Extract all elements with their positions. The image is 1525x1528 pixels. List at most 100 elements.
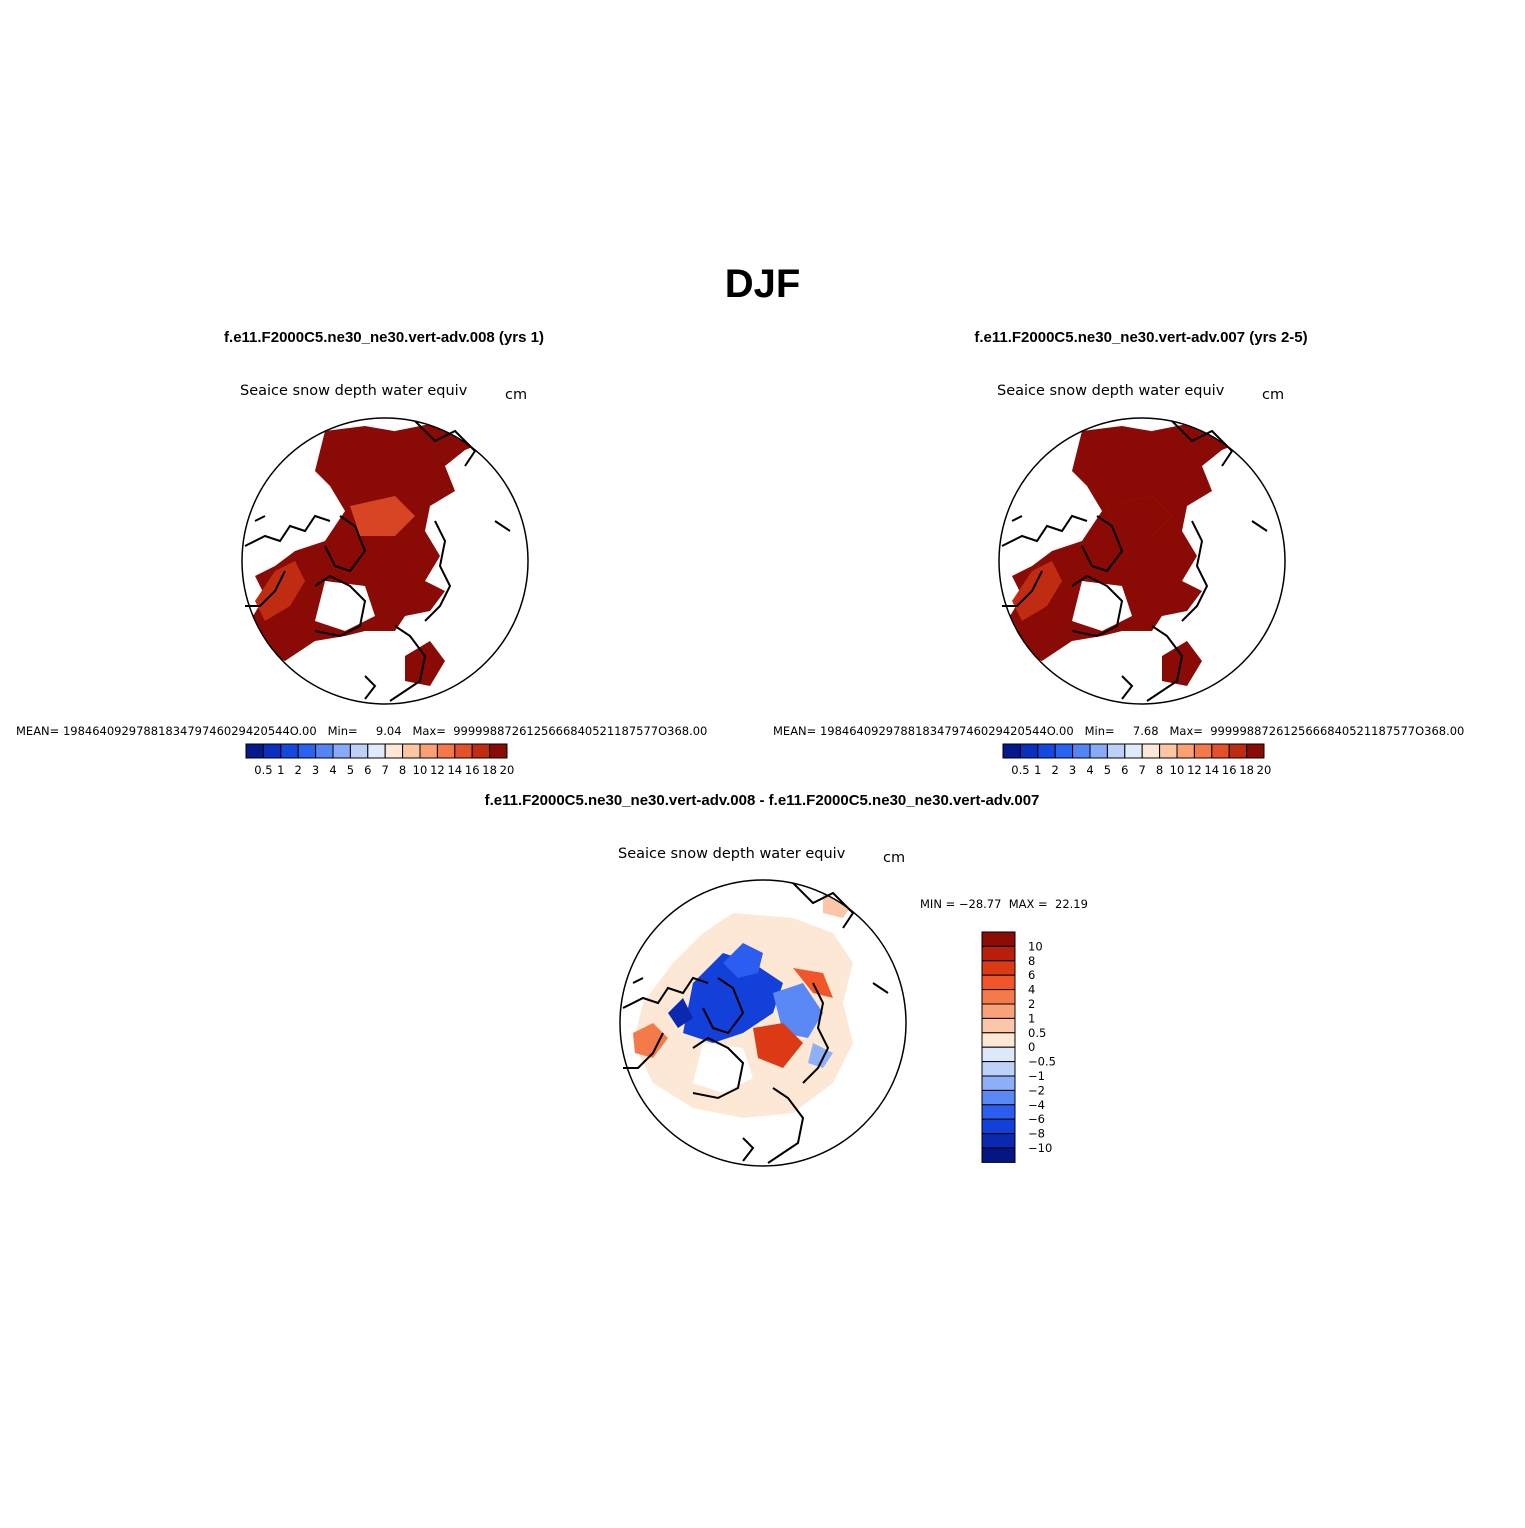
colorbar-tick-label: 16 bbox=[1222, 763, 1237, 777]
colorbar-swatch bbox=[436, 743, 456, 759]
colorbar-swatch bbox=[1002, 743, 1021, 759]
colorbar-swatch bbox=[981, 1046, 1016, 1063]
panel-3-polar-map bbox=[619, 879, 907, 1167]
colorbar-tick-label: 20 bbox=[1257, 763, 1272, 777]
colorbar-swatch bbox=[981, 1061, 1016, 1077]
colorbar-swatch bbox=[1054, 743, 1074, 759]
colorbar-tick-label: 3 bbox=[1069, 763, 1076, 777]
colorbar-tick-label: −4 bbox=[1028, 1098, 1045, 1112]
colorbar-swatch bbox=[981, 1147, 1016, 1163]
colorbar-swatch bbox=[1089, 743, 1108, 759]
colorbar-swatch bbox=[981, 1075, 1016, 1091]
colorbar-tick-label: 0.5 bbox=[254, 763, 272, 777]
colorbar-swatch bbox=[489, 743, 508, 759]
colorbar-tick-label: 1 bbox=[1034, 763, 1041, 777]
colorbar-tick-label: 3 bbox=[312, 763, 319, 777]
colorbar-tick-label: 6 bbox=[1028, 968, 1035, 982]
colorbar-swatch bbox=[262, 743, 282, 759]
colorbar-tick-label: 1 bbox=[277, 763, 284, 777]
colorbar-swatch bbox=[981, 1032, 1016, 1048]
colorbar-swatch bbox=[981, 1133, 1016, 1149]
colorbar-swatch bbox=[981, 960, 1016, 976]
colorbar-swatch bbox=[1159, 743, 1178, 759]
colorbar-tick-label: 2 bbox=[295, 763, 302, 777]
panel-3-variable-title: Seaice snow depth water equiv bbox=[618, 846, 846, 862]
panel-2-units: cm bbox=[1262, 387, 1285, 403]
panel-2-case-title: f.e11.F2000C5.ne30_ne30.vert-adv.007 (yr… bbox=[974, 329, 1308, 346]
colorbar-swatch bbox=[1193, 743, 1213, 759]
colorbar-swatch bbox=[1072, 743, 1091, 759]
colorbar-tick-label: 1 bbox=[1028, 1011, 1035, 1025]
panel-1-colorbar: 0.5 1 2 3 4 5 6 7 8 10 12 14 16 18 20 bbox=[245, 743, 515, 777]
colorbar-tick-label: −0.5 bbox=[1028, 1055, 1056, 1069]
colorbar-tick-label: 8 bbox=[399, 763, 406, 777]
colorbar-swatch bbox=[981, 945, 1016, 962]
colorbar-tick-label: 0.5 bbox=[1028, 1026, 1046, 1040]
colorbar-tick-label: 4 bbox=[1028, 983, 1035, 997]
main-title: DJF bbox=[724, 262, 801, 306]
colorbar-swatch bbox=[981, 1104, 1016, 1120]
colorbar-tick-label: 8 bbox=[1156, 763, 1163, 777]
colorbar-swatch bbox=[1019, 743, 1039, 759]
colorbar-swatch bbox=[419, 743, 438, 759]
colorbar-tick-label: 0.5 bbox=[1011, 763, 1029, 777]
colorbar-tick-label: 6 bbox=[364, 763, 371, 777]
colorbar-swatch bbox=[315, 743, 334, 759]
colorbar-swatch bbox=[384, 743, 404, 759]
colorbar-swatch bbox=[981, 1118, 1016, 1135]
colorbar-swatch bbox=[1037, 743, 1056, 759]
panel-3-stats: MIN = −28.77 MAX = 22.19 bbox=[920, 897, 1088, 911]
colorbar-tick-label: 4 bbox=[1086, 763, 1093, 777]
colorbar-swatch bbox=[981, 974, 1016, 991]
colorbar-tick-label: 6 bbox=[1121, 763, 1128, 777]
colorbar-swatch bbox=[402, 743, 421, 759]
colorbar-swatch bbox=[981, 1089, 1016, 1106]
panel-1-map-boundary bbox=[241, 417, 529, 705]
colorbar-swatch bbox=[981, 989, 1016, 1005]
colorbar-tick-label: 5 bbox=[347, 763, 354, 777]
colorbar-swatch bbox=[1141, 743, 1161, 759]
colorbar-swatch bbox=[280, 743, 299, 759]
panel-3-map-boundary bbox=[619, 879, 907, 1167]
colorbar-swatch bbox=[981, 1017, 1016, 1034]
colorbar-tick-label: 20 bbox=[500, 763, 515, 777]
colorbar-tick-label: 0 bbox=[1028, 1040, 1035, 1054]
colorbar-swatch bbox=[1246, 743, 1265, 759]
colorbar-tick-label: 14 bbox=[1204, 763, 1219, 777]
colorbar-tick-label: −8 bbox=[1028, 1127, 1045, 1141]
colorbar-tick-label: −1 bbox=[1028, 1069, 1045, 1083]
colorbar-tick-label: −10 bbox=[1028, 1141, 1052, 1155]
colorbar-swatch bbox=[1176, 743, 1195, 759]
panel-1-polar-map bbox=[241, 417, 529, 705]
colorbar-tick-label: 7 bbox=[382, 763, 389, 777]
colorbar-swatch bbox=[1228, 743, 1248, 759]
colorbar-tick-label: 10 bbox=[1170, 763, 1185, 777]
panel-1-case-title: f.e11.F2000C5.ne30_ne30.vert-adv.008 (yr… bbox=[224, 329, 544, 346]
colorbar-swatch bbox=[471, 743, 491, 759]
colorbar-swatch bbox=[297, 743, 317, 759]
colorbar-tick-label: 10 bbox=[1028, 939, 1043, 953]
panel-2-map-boundary bbox=[998, 417, 1286, 705]
colorbar-swatch bbox=[981, 931, 1016, 947]
colorbar-swatch bbox=[367, 743, 386, 759]
panel-3-units: cm bbox=[883, 850, 906, 866]
panel-2-variable-title: Seaice snow depth water equiv bbox=[997, 383, 1225, 399]
panel-1-stats: MEAN= 1984640929788183479746029420544O.0… bbox=[16, 724, 708, 738]
colorbar-tick-label: 18 bbox=[482, 763, 497, 777]
colorbar-swatch bbox=[1211, 743, 1230, 759]
colorbar-tick-label: 18 bbox=[1239, 763, 1254, 777]
colorbar-tick-label: 7 bbox=[1139, 763, 1146, 777]
colorbar-tick-label: 10 bbox=[413, 763, 428, 777]
colorbar-swatch bbox=[245, 743, 264, 759]
colorbar-tick-label: 14 bbox=[447, 763, 462, 777]
colorbar-tick-label: 12 bbox=[1187, 763, 1202, 777]
panel-1-variable-title: Seaice snow depth water equiv bbox=[240, 383, 468, 399]
colorbar-tick-label: 2 bbox=[1028, 997, 1035, 1011]
colorbar-tick-label: −2 bbox=[1028, 1083, 1045, 1097]
colorbar-tick-label: 5 bbox=[1104, 763, 1111, 777]
panel-2-polar-map bbox=[998, 417, 1286, 705]
panel-3-case-title: f.e11.F2000C5.ne30_ne30.vert-adv.008 - f… bbox=[484, 792, 1040, 809]
colorbar-tick-label: 16 bbox=[465, 763, 480, 777]
colorbar-swatch bbox=[349, 743, 369, 759]
